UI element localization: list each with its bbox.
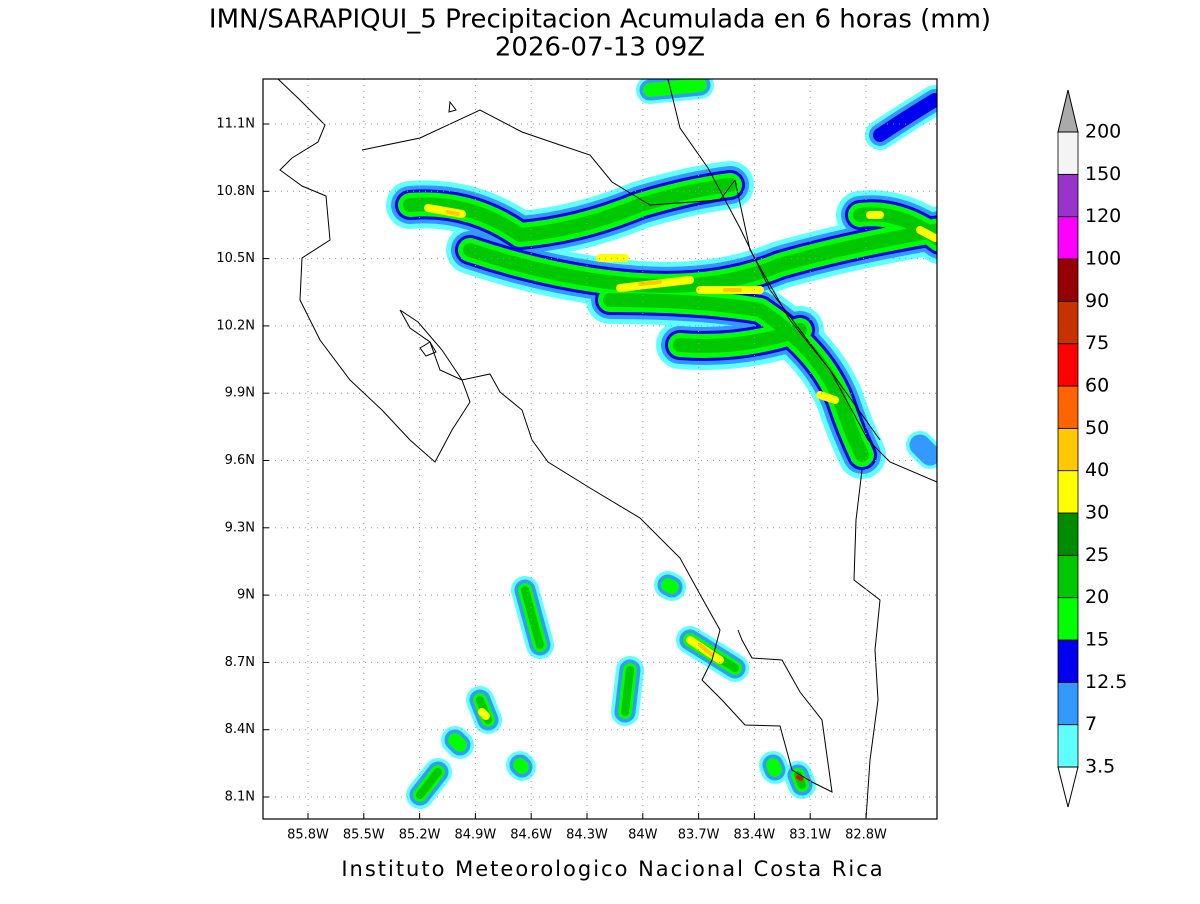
y-tick-label: 8.1N: [225, 790, 255, 805]
colorbar-box: [1057, 131, 1079, 175]
colorbar-under: [1057, 766, 1079, 808]
y-tick-label: 10.5N: [216, 251, 255, 266]
colorbar-label: 120: [1085, 205, 1121, 227]
colorbar-label: 90: [1085, 290, 1109, 312]
colorbar-label: 75: [1085, 332, 1109, 354]
footer: Instituto Meteorologico Nacional Costa R…: [341, 857, 884, 881]
y-tick-label: 8.4N: [225, 722, 255, 737]
colorbar-box: [1057, 258, 1079, 302]
y-tick-label: 9.9N: [225, 386, 255, 401]
graticule: 85.8W 85.5W 85.2W 84.9W 84.6W 84.3W 84W 83.7W 83…: [216, 79, 937, 843]
colorbar-box: [1057, 173, 1079, 218]
y-tick-label: 9.6N: [225, 453, 255, 468]
x-tick-label: 84W: [628, 828, 658, 843]
map-frame: [262, 78, 938, 820]
y-tick-label: 9N: [237, 588, 255, 603]
map-title: IMN/SARAPIQUI_5 Precipitacion Acumulada …: [209, 5, 991, 35]
x-tick-label: 85.8W: [287, 828, 329, 843]
x-tick-label: 84.3W: [566, 828, 608, 843]
y-tick-label: 11.1N: [216, 117, 255, 132]
colorbar-label: 30: [1085, 502, 1109, 524]
colorbar-label: 50: [1085, 417, 1109, 439]
map-subtitle: 2026-07-13 09Z: [495, 33, 705, 63]
x-tick-label: 84.9W: [454, 828, 496, 843]
colorbar-label: 12.5: [1085, 671, 1127, 693]
y-tick-label: 10.2N: [216, 318, 255, 333]
colorbar-over: [1057, 89, 1079, 133]
colorbar-box: [1057, 216, 1079, 260]
colorbar: 3.5 7 12.5 15 20 25 30 40 50 60 75 90 100 120 150 200: [1057, 89, 1127, 808]
colorbar-box: [1057, 470, 1079, 514]
x-tick-label: 83.7W: [678, 828, 720, 843]
colorbar-box: [1057, 385, 1079, 429]
colorbar-label: 3.5: [1085, 756, 1115, 778]
colorbar-label: 40: [1085, 459, 1109, 481]
colorbar-box: [1057, 427, 1079, 472]
colorbar-label: 7: [1085, 713, 1097, 735]
colorbar-box: [1057, 512, 1079, 556]
x-tick-label: 85.2W: [399, 828, 441, 843]
colorbar-box: [1057, 724, 1079, 768]
colorbar-label: 15: [1085, 629, 1109, 651]
y-tick-label: 9.3N: [225, 520, 255, 535]
colorbar-box: [1057, 343, 1079, 387]
colorbar-label: 25: [1085, 544, 1109, 566]
colorbar-box: [1057, 554, 1079, 599]
y-tick-label: 8.7N: [225, 655, 255, 670]
colorbar-label: 20: [1085, 586, 1109, 608]
x-tick-label: 82.8W: [845, 828, 887, 843]
x-tick-label: 83.1W: [789, 828, 831, 843]
y-tick-label: 10.8N: [216, 184, 255, 199]
colorbar-label: 150: [1085, 163, 1121, 185]
colorbar-label: 100: [1085, 248, 1121, 270]
precipitation-field: [277, 79, 937, 819]
colorbar-box: [1057, 300, 1079, 345]
colorbar-label: 200: [1085, 121, 1121, 143]
colorbar-label: 60: [1085, 375, 1109, 397]
colorbar-box: [1057, 639, 1079, 683]
colorbar-box: [1057, 681, 1079, 726]
x-tick-label: 83.4W: [733, 828, 775, 843]
x-tick-label: 84.6W: [510, 828, 552, 843]
x-tick-label: 85.5W: [343, 828, 385, 843]
colorbar-box: [1057, 597, 1079, 641]
